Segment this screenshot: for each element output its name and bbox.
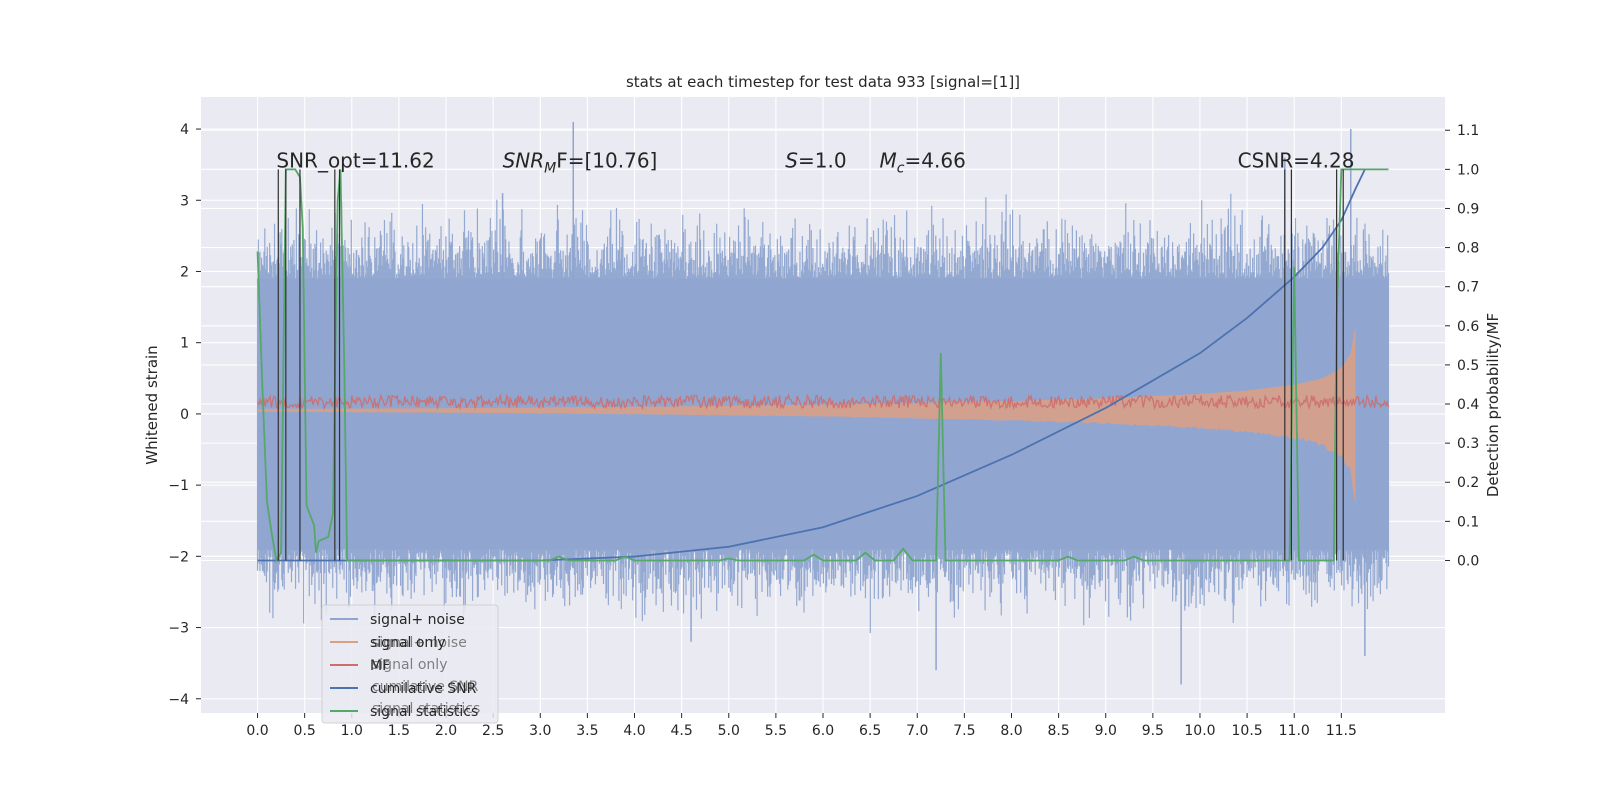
x-tick-label: 5.0	[718, 723, 740, 739]
x-tick-label: 9.5	[1142, 723, 1164, 739]
y-right-tick-label: 0.2	[1457, 475, 1479, 491]
legend-ghost-label: cumilative SNR	[372, 679, 479, 695]
signal-statistics-line	[256, 168, 1389, 564]
x-tick-label: 1.0	[341, 723, 363, 739]
x-tick-label: 6.0	[812, 723, 834, 739]
legend-label: signal+ noise	[370, 612, 465, 628]
y-right-tick-label: 1.0	[1457, 162, 1479, 178]
x-tick-label: 2.5	[482, 723, 504, 739]
cumulative-snr-line	[257, 168, 1366, 562]
annotation-layer: SNR_opt=11.62 SNRMF=[10.76] S=1.0 Mc=4.66 CS…	[276, 148, 1354, 176]
x-tick-label: 4.5	[671, 723, 693, 739]
y-right-tick-label: 0.6	[1457, 319, 1479, 335]
y-tick-label: 0	[180, 407, 189, 423]
legend-ghost-label: signal+ noise	[372, 635, 467, 651]
x-tick-label: 4.0	[623, 723, 645, 739]
y-axis-label-right: Detection probability/MF	[1484, 313, 1502, 497]
x-tick-label: 3.5	[576, 723, 598, 739]
y-tick-label: 1	[180, 336, 189, 352]
annotation-1: SNRMF=[10.76]	[503, 148, 658, 176]
x-tick-label: 0.5	[294, 723, 316, 739]
y-tick-label: 3	[180, 193, 189, 209]
x-tick-label: 8.5	[1047, 723, 1069, 739]
legend-label: cumilative SNR	[370, 681, 477, 697]
y-tick-label: 4	[180, 122, 189, 138]
x-tick-label: 11.0	[1279, 723, 1310, 739]
x-tick-label: 7.0	[906, 723, 928, 739]
legend-ghost-label: signal only	[372, 657, 447, 673]
y-tick-label: −1	[168, 478, 189, 494]
x-tick-label: 6.5	[859, 723, 881, 739]
annotation-4: CSNR=4.28	[1238, 148, 1355, 172]
annotation-2: S=1.0	[785, 148, 846, 172]
y-right-tick-label: 0.8	[1457, 241, 1479, 257]
x-tick-label: 2.0	[435, 723, 457, 739]
x-tick-label: 1.5	[388, 723, 410, 739]
signal-only-series	[257, 324, 1356, 506]
y-right-tick-label: 0.5	[1457, 358, 1479, 374]
x-tick-label: 0.0	[246, 723, 268, 739]
mf-series	[257, 393, 1390, 411]
y-right-tick-label: 0.4	[1457, 397, 1479, 413]
x-tick-label: 3.0	[529, 723, 551, 739]
chart-title: stats at each timestep for test data 933…	[626, 73, 1020, 91]
y-tick-label: 2	[180, 264, 189, 280]
y-right-tick-label: 0.3	[1457, 436, 1479, 452]
y-right-tick-label: 0.1	[1457, 514, 1479, 530]
y-tick-label: −2	[168, 549, 189, 565]
y-right-tick-label: 0.9	[1457, 201, 1479, 217]
x-tick-label: 5.5	[765, 723, 787, 739]
x-tick-label: 11.5	[1326, 723, 1357, 739]
series-layer	[256, 121, 1390, 685]
legend-ghost-label: signal statistics	[372, 701, 480, 717]
y-right-tick-label: 0.0	[1457, 553, 1479, 569]
legend-label: MF	[370, 658, 390, 674]
y-right-tick-label: 1.1	[1457, 123, 1479, 139]
y-right-tick-label: 0.7	[1457, 280, 1479, 296]
x-tick-label: 10.0	[1184, 723, 1215, 739]
x-tick-label: 10.5	[1232, 723, 1263, 739]
x-tick-label: 9.0	[1095, 723, 1117, 739]
legend-box	[321, 604, 499, 724]
y-axis-label: Whitened strain	[143, 345, 161, 464]
annotation-3: Mc=4.66	[880, 148, 966, 176]
annotation-0: SNR_opt=11.62	[276, 148, 434, 172]
y-tick-label: −3	[168, 621, 189, 637]
legend-label: signal statistics	[370, 704, 478, 720]
y-tick-label: −4	[168, 692, 189, 708]
legend-label: signal only	[370, 635, 445, 651]
axes-layer: 0.0 0.5 1.0 1.5 2.0 2.5 3.0 3.5 4.0 4.5 5.0 5.5 6.0 6…	[168, 122, 1479, 739]
x-tick-label: 7.5	[953, 723, 975, 739]
x-tick-label: 8.0	[1000, 723, 1022, 739]
